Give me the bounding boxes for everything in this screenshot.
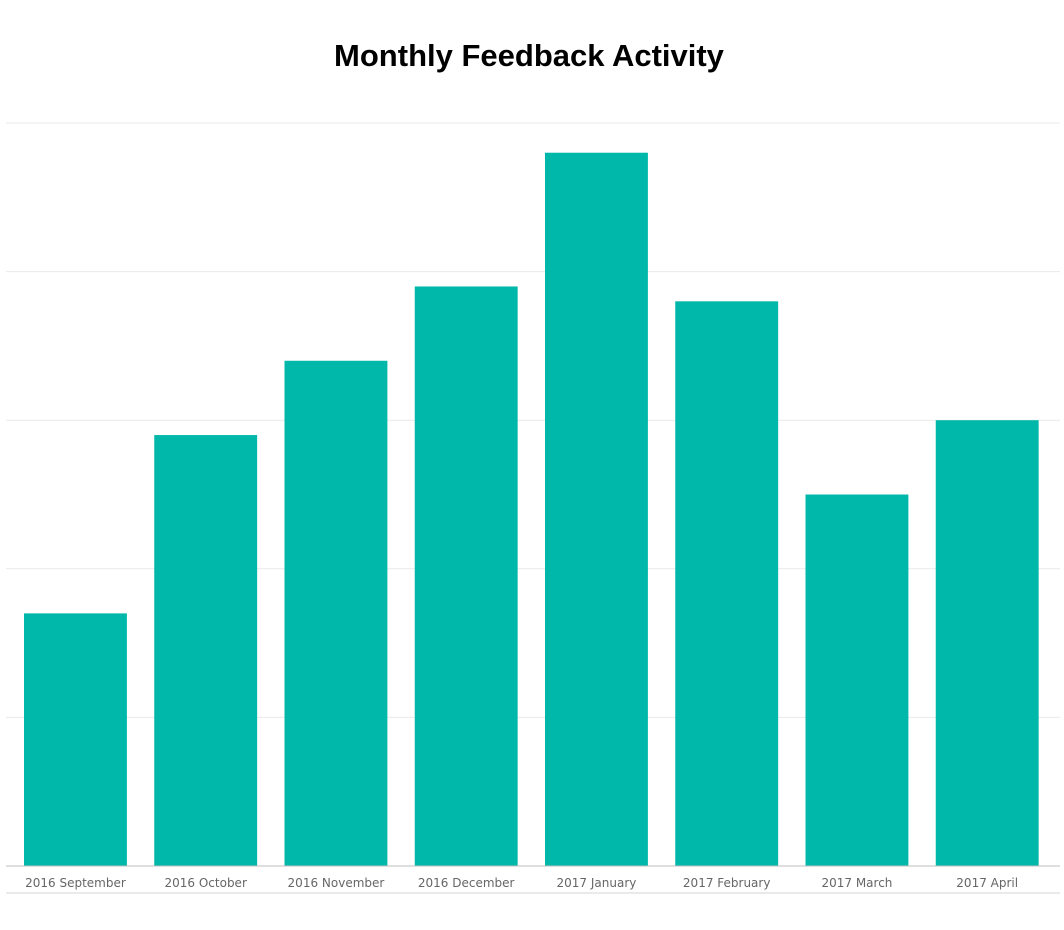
x-tick-label: 2016 September <box>25 876 126 890</box>
x-tick-label: 2016 October <box>165 876 247 890</box>
bars <box>24 152 1039 867</box>
bar-2016-december <box>414 286 518 867</box>
bar-2017-march <box>805 494 909 866</box>
bar-2017-february <box>675 301 779 866</box>
x-tick-label: 2016 November <box>288 876 385 890</box>
x-tick-label: 2016 December <box>418 876 515 890</box>
bar-2017-april <box>935 420 1039 866</box>
x-tick-labels: 2016 September 2016 October 2016 November 2… <box>25 876 1018 890</box>
bar-2016-september <box>24 613 127 866</box>
bar-2017-january <box>545 152 648 867</box>
x-tick-label: 2017 April <box>956 876 1018 890</box>
x-tick-label: 2017 March <box>821 876 892 890</box>
x-tick-label: 2017 January <box>557 876 637 890</box>
chart-title: Monthly Feedback Activity <box>334 38 724 73</box>
bar-2016-november <box>284 360 388 866</box>
x-tick-label: 2017 February <box>683 876 771 890</box>
bar-2016-october <box>154 435 258 866</box>
